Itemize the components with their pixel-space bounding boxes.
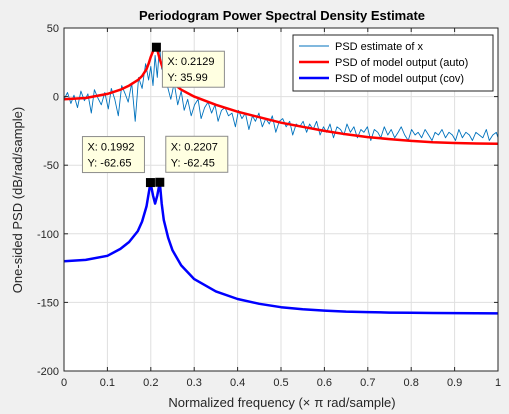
y-tick-label: -100 bbox=[37, 229, 59, 241]
x-tick-label: 0.1 bbox=[100, 377, 115, 389]
x-tick-label: 0.8 bbox=[404, 377, 419, 389]
x-tick-label: 1 bbox=[495, 377, 501, 389]
datatip-box[interactable] bbox=[165, 135, 229, 173]
x-tick-label: 0.3 bbox=[187, 377, 202, 389]
legend-label-3: PSD of model output (cov) bbox=[335, 73, 464, 85]
datatip-box[interactable] bbox=[81, 136, 145, 174]
datatip-marker[interactable] bbox=[151, 42, 161, 52]
x-axis-label: Normalized frequency (× π rad/sample) bbox=[168, 395, 395, 410]
x-tick-label: 0.6 bbox=[317, 377, 332, 389]
datatip-y-label: Y: 35.99 bbox=[167, 72, 207, 84]
datatip-x-label: X: 0.1992 bbox=[87, 142, 134, 154]
legend-label-1: PSD estimate of x bbox=[335, 41, 424, 53]
x-tick-label: 0.4 bbox=[230, 377, 245, 389]
y-tick-label: 0 bbox=[53, 92, 59, 104]
datatips-layer: X: 0.2129 Y: 35.99 X: 0.1992 Y: -62.65 X: 0.… bbox=[81, 42, 229, 188]
x-axis-label-suffix: rad/sample) bbox=[323, 395, 395, 410]
y-tick-label: 50 bbox=[47, 23, 59, 35]
x-tick-label: 0.5 bbox=[273, 377, 288, 389]
x-axis-label-pi: π bbox=[314, 395, 323, 410]
legend[interactable]: PSD estimate of x PSD of model output (au… bbox=[292, 34, 494, 92]
series-line-1[interactable] bbox=[63, 45, 499, 141]
y-tick-label: -150 bbox=[37, 297, 59, 309]
chart-title: Periodogram Power Spectral Density Estim… bbox=[139, 8, 425, 23]
legend-label-2: PSD of model output (auto) bbox=[335, 57, 468, 69]
axis-ticks: 0 0.1 0.2 0.3 0.4 0.5 0.6 0.7 0.8 0.9 1 -200 -150 -10… bbox=[37, 23, 501, 389]
y-tick-label: -200 bbox=[37, 366, 59, 378]
x-tick-label: 0.7 bbox=[360, 377, 375, 389]
datatip-x-label: X: 0.2129 bbox=[167, 56, 214, 68]
datatip-marker[interactable] bbox=[155, 177, 165, 187]
datatip-marker[interactable] bbox=[145, 178, 155, 188]
datatip-y-label: Y: -62.65 bbox=[87, 158, 131, 170]
x-axis-label-times: × bbox=[303, 395, 311, 410]
x-tick-label: 0.2 bbox=[143, 377, 158, 389]
x-tick-label: 0 bbox=[61, 377, 67, 389]
x-tick-label: 0.9 bbox=[447, 377, 462, 389]
series-line-3[interactable] bbox=[63, 181, 499, 315]
y-tick-label: -50 bbox=[43, 160, 59, 172]
datatip-box[interactable] bbox=[161, 50, 225, 88]
datatip-y-label: Y: -62.45 bbox=[171, 157, 215, 169]
y-axis-label: One-sided PSD (dB/rad/sample) bbox=[10, 107, 25, 293]
x-axis-label-prefix: Normalized frequency ( bbox=[168, 395, 303, 410]
datatip-x-label: X: 0.2207 bbox=[171, 141, 218, 153]
